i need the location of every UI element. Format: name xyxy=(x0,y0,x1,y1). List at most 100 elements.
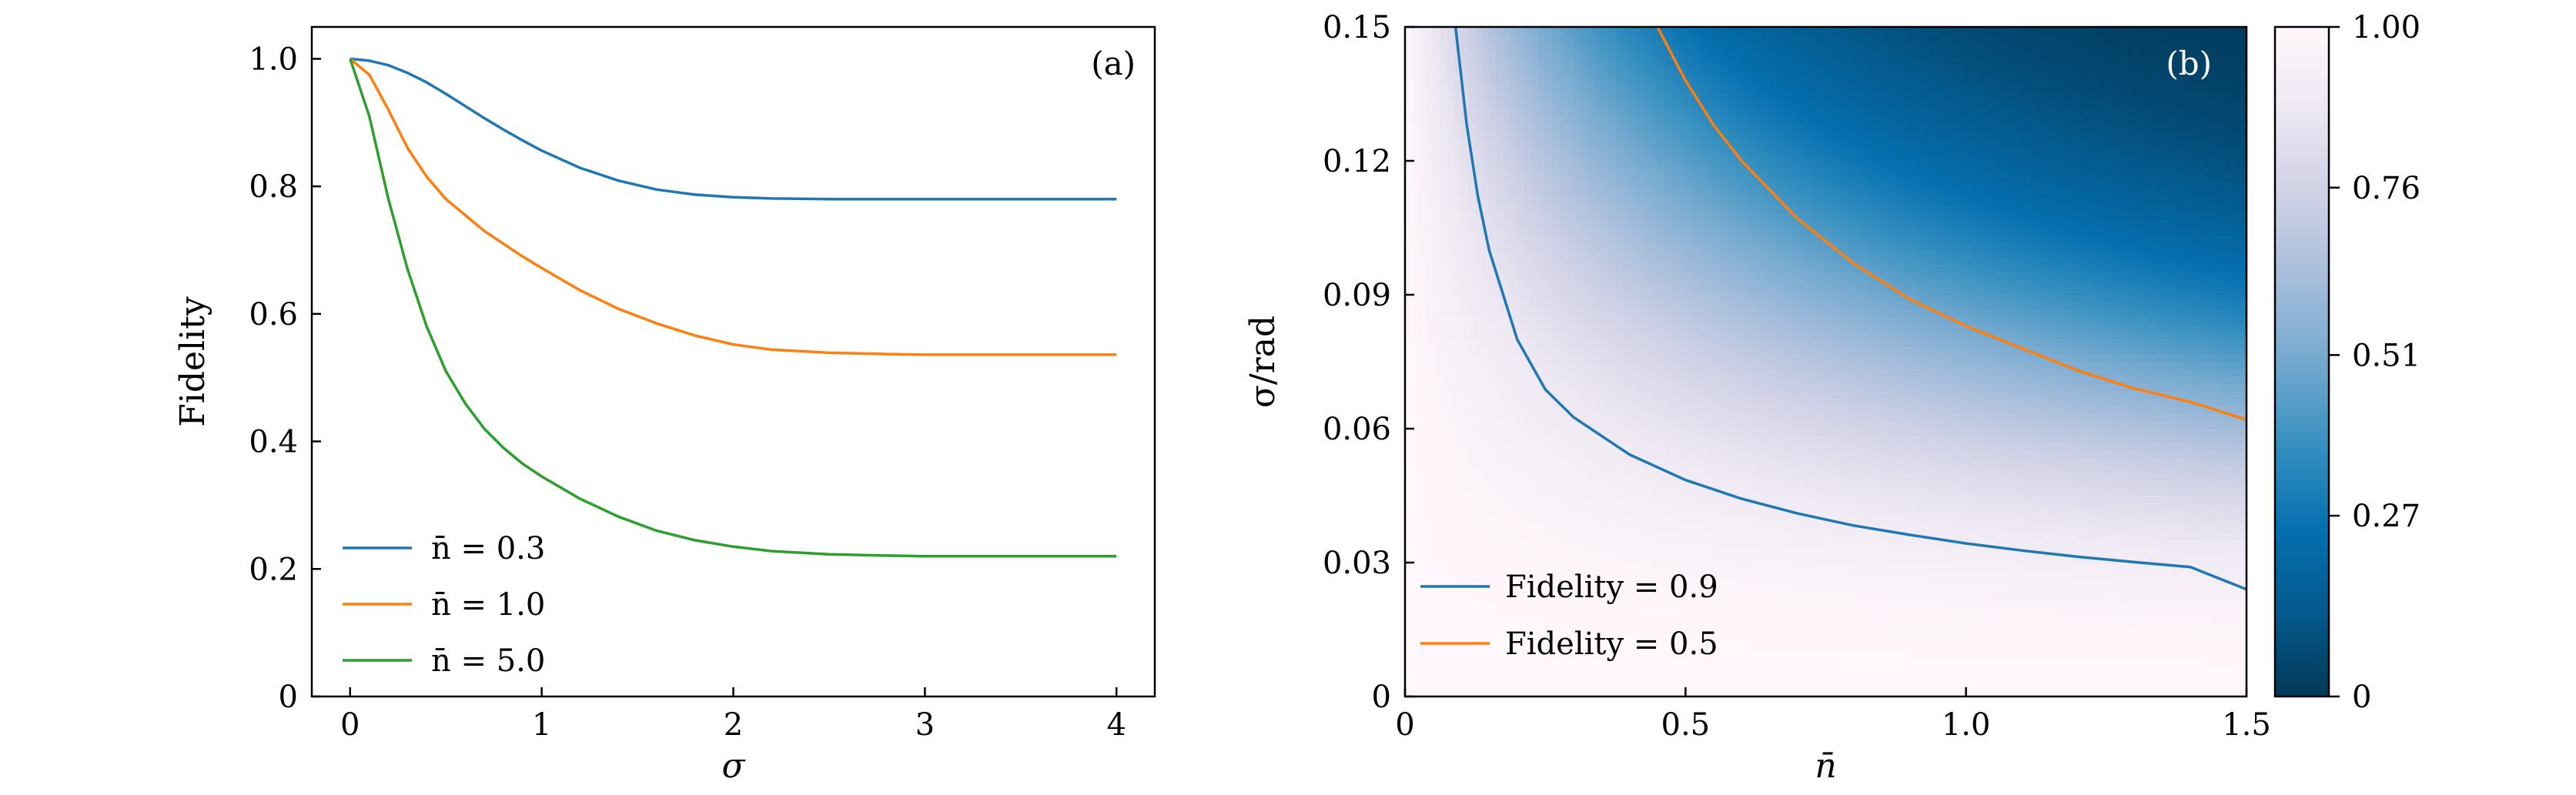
heatmap-cell xyxy=(1622,652,1631,660)
heatmap-cell xyxy=(1412,614,1420,623)
heatmap-cell xyxy=(1489,421,1497,429)
heatmap-cell xyxy=(1601,228,1609,236)
heatmap-cell xyxy=(1706,652,1715,660)
heatmap-cell xyxy=(1713,421,1721,429)
heatmap-cell xyxy=(1580,480,1588,489)
heatmap-cell xyxy=(1629,317,1638,326)
heatmap-cell xyxy=(1713,547,1721,556)
heatmap-cell xyxy=(1650,309,1658,318)
heatmap-cell xyxy=(1531,376,1539,385)
heatmap-cell xyxy=(1467,228,1476,236)
heatmap-cell xyxy=(1699,131,1708,139)
heatmap-cell xyxy=(1678,257,1686,266)
heatmap-cell xyxy=(1650,674,1658,683)
heatmap-cell xyxy=(1482,369,1490,377)
heatmap-cell xyxy=(1467,339,1476,348)
heatmap-cell xyxy=(1489,540,1497,549)
heatmap-cell xyxy=(1467,384,1476,392)
heatmap-cell xyxy=(1762,257,1771,266)
heatmap-cell xyxy=(1594,205,1602,214)
heatmap-cell xyxy=(1615,652,1623,660)
heatmap-cell xyxy=(1531,681,1539,690)
heatmap-cell xyxy=(1643,473,1651,482)
heatmap-cell xyxy=(1636,42,1644,50)
heatmap-cell xyxy=(1594,563,1602,571)
heatmap-cell xyxy=(1419,183,1427,192)
heatmap-cell xyxy=(1671,101,1679,109)
heatmap-cell xyxy=(1496,636,1504,645)
heatmap-cell xyxy=(1706,466,1715,474)
heatmap-cell xyxy=(1601,592,1609,600)
heatmap-cell xyxy=(1664,592,1672,600)
heatmap-cell xyxy=(1741,101,1749,109)
heatmap-cell xyxy=(1460,272,1469,281)
heatmap-cell xyxy=(1594,272,1602,281)
heatmap-cell xyxy=(1510,592,1518,600)
heatmap-cell xyxy=(1566,480,1574,489)
heatmap-cell xyxy=(1776,257,1785,266)
heatmap-cell xyxy=(1467,265,1476,273)
heatmap-cell xyxy=(1559,413,1567,422)
heatmap-cell xyxy=(1741,503,1749,511)
heatmap-cell xyxy=(1615,525,1623,533)
heatmap-cell xyxy=(1503,265,1511,273)
heatmap-cell xyxy=(1664,636,1672,645)
heatmap-cell xyxy=(1552,480,1560,489)
heatmap-cell xyxy=(1636,659,1644,667)
heatmap-cell xyxy=(1482,161,1490,169)
heatmap-cell xyxy=(1440,466,1448,474)
heatmap-cell xyxy=(1594,354,1602,362)
heatmap-cell xyxy=(1678,429,1686,437)
heatmap-cell xyxy=(1650,533,1658,541)
heatmap-cell xyxy=(1559,570,1567,578)
heatmap-cell xyxy=(1636,94,1644,102)
heatmap-cell xyxy=(1412,518,1420,526)
heatmap-cell xyxy=(1671,123,1679,132)
heatmap-cell xyxy=(1524,421,1532,429)
heatmap-cell xyxy=(1419,362,1427,370)
heatmap-cell xyxy=(1720,577,1728,586)
heatmap-cell xyxy=(1636,72,1644,80)
heatmap-cell xyxy=(1735,518,1742,526)
heatmap-cell xyxy=(1783,56,1791,65)
heatmap-cell xyxy=(1622,466,1631,474)
heatmap-cell xyxy=(1735,168,1742,176)
heatmap-cell xyxy=(1559,183,1567,192)
heatmap-cell xyxy=(1545,42,1553,50)
heatmap-cell xyxy=(1755,607,1764,616)
heatmap-cell xyxy=(1741,391,1749,399)
heatmap-cell xyxy=(1776,480,1785,489)
heatmap-cell xyxy=(1552,429,1560,437)
heatmap-cell xyxy=(1608,27,1616,35)
heatmap-cell xyxy=(1685,547,1694,556)
heatmap-cell xyxy=(1713,555,1721,563)
heatmap-cell xyxy=(1741,399,1749,407)
heatmap-cell xyxy=(1629,644,1638,653)
heatmap-cell xyxy=(1531,600,1539,608)
heatmap-cell xyxy=(1622,198,1631,206)
heatmap-cell xyxy=(1419,242,1427,251)
heatmap-cell xyxy=(1531,518,1539,526)
heatmap-cell xyxy=(1460,131,1469,139)
heatmap-cell xyxy=(1776,369,1785,377)
heatmap-cell xyxy=(1447,242,1455,251)
heatmap-cell xyxy=(1622,317,1631,326)
heatmap-cell xyxy=(1692,272,1701,281)
heatmap-cell xyxy=(1692,666,1701,675)
heatmap-cell xyxy=(1489,287,1497,296)
heatmap-cell xyxy=(1735,547,1742,556)
heatmap-cell xyxy=(1685,272,1694,281)
heatmap-cell xyxy=(1713,354,1721,362)
heatmap-cell xyxy=(1538,198,1546,206)
heatmap-cell xyxy=(1706,279,1715,288)
heatmap-cell xyxy=(1685,34,1694,42)
heatmap-cell xyxy=(1545,250,1553,259)
heatmap-cell xyxy=(1643,547,1651,556)
heatmap-cell xyxy=(1735,78,1742,87)
heatmap-cell xyxy=(1503,332,1511,340)
heatmap-cell xyxy=(1636,109,1644,117)
heatmap-cell xyxy=(1573,205,1581,214)
heatmap-cell xyxy=(1755,547,1764,556)
heatmap-cell xyxy=(1636,563,1644,571)
heatmap-cell xyxy=(1552,190,1560,199)
